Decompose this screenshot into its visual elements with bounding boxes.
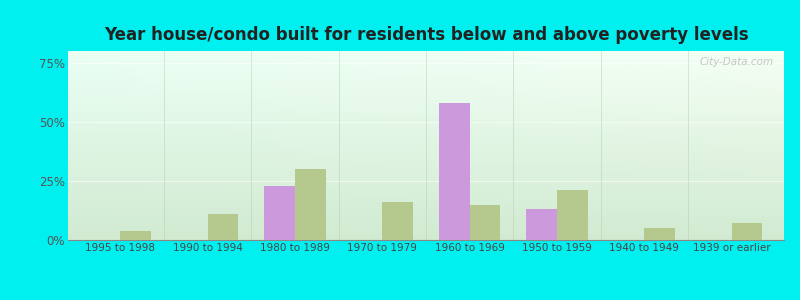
- Text: City-Data.com: City-Data.com: [699, 57, 774, 67]
- Bar: [265, 186, 295, 240]
- Bar: [732, 224, 762, 240]
- Bar: [295, 169, 326, 240]
- Title: Year house/condo built for residents below and above poverty levels: Year house/condo built for residents bel…: [104, 26, 748, 44]
- Bar: [439, 103, 470, 240]
- Bar: [208, 214, 238, 240]
- Bar: [120, 230, 151, 240]
- Bar: [557, 190, 587, 240]
- Bar: [382, 202, 413, 240]
- Bar: [644, 228, 675, 240]
- Bar: [526, 209, 557, 240]
- Bar: [470, 205, 500, 240]
